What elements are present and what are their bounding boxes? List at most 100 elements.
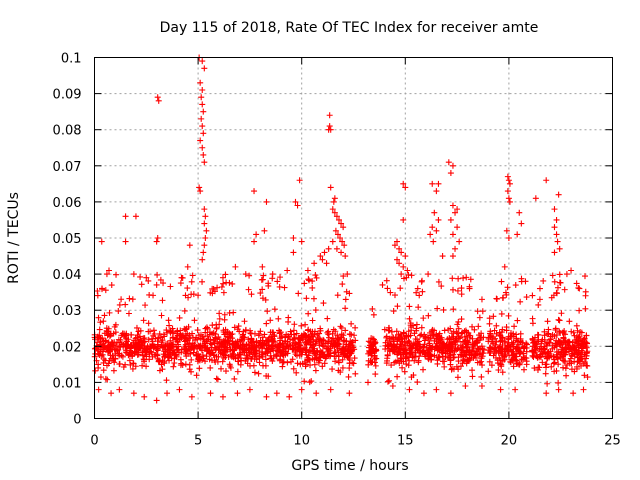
- y-tick-label: 0.04: [53, 268, 82, 283]
- data-point: [220, 347, 227, 354]
- data-point: [408, 327, 415, 334]
- data-point: [539, 359, 546, 366]
- data-point: [153, 238, 160, 245]
- data-point: [555, 191, 562, 198]
- data-point: [156, 367, 163, 374]
- data-point: [120, 364, 127, 371]
- data-point: [164, 340, 171, 347]
- data-point: [209, 349, 216, 356]
- data-point: [454, 374, 461, 381]
- data-point: [458, 316, 465, 323]
- data-point: [277, 329, 284, 336]
- data-point: [541, 336, 548, 343]
- data-point: [537, 351, 544, 358]
- data-point: [163, 377, 170, 384]
- data-point: [519, 339, 526, 346]
- data-point: [221, 316, 228, 323]
- data-point: [523, 341, 530, 348]
- data-point: [267, 317, 274, 324]
- data-point: [568, 328, 575, 335]
- data-point: [448, 343, 455, 350]
- data-point: [247, 327, 254, 334]
- data-point: [462, 383, 469, 390]
- data-point: [303, 340, 310, 347]
- data-point: [449, 347, 456, 354]
- data-point: [486, 315, 493, 322]
- data-point: [345, 355, 352, 362]
- data-point: [553, 231, 560, 238]
- data-point: [188, 356, 195, 363]
- data-point: [449, 231, 456, 238]
- data-point: [274, 348, 281, 355]
- data-point: [186, 366, 193, 373]
- data-point: [346, 331, 353, 338]
- data-point: [411, 357, 418, 364]
- data-point: [204, 348, 211, 355]
- data-point: [199, 346, 206, 353]
- data-point: [140, 339, 147, 346]
- data-point: [141, 345, 148, 352]
- data-point: [261, 227, 268, 234]
- data-point: [263, 320, 270, 327]
- data-point: [222, 329, 229, 336]
- data-point: [110, 330, 117, 337]
- data-point: [95, 386, 102, 393]
- data-point: [143, 274, 150, 281]
- data-point: [351, 355, 358, 362]
- data-point: [99, 344, 106, 351]
- data-point: [505, 235, 512, 241]
- data-point: [180, 346, 187, 353]
- data-point: [325, 331, 332, 338]
- data-point: [488, 362, 495, 369]
- data-point: [108, 282, 115, 289]
- data-point: [292, 198, 299, 205]
- data-point: [568, 360, 575, 367]
- data-point: [130, 390, 137, 397]
- data-point: [327, 386, 334, 393]
- data-point: [97, 335, 104, 342]
- data-point: [155, 97, 162, 104]
- data-point: [166, 322, 173, 329]
- data-point: [216, 310, 223, 317]
- data-point: [456, 346, 463, 353]
- data-point: [495, 367, 502, 374]
- data-point: [446, 335, 453, 342]
- data-point: [130, 271, 137, 278]
- data-point: [491, 327, 498, 334]
- data-point: [420, 390, 427, 397]
- data-point: [427, 335, 434, 342]
- data-point: [421, 337, 428, 344]
- data-point: [291, 321, 298, 328]
- data-point: [512, 386, 519, 393]
- data-point: [410, 372, 417, 379]
- data-point: [329, 206, 336, 213]
- data-point: [222, 348, 229, 355]
- data-point: [265, 280, 272, 287]
- data-point: [504, 188, 511, 195]
- data-point: [406, 315, 413, 322]
- data-point: [505, 336, 512, 343]
- data-point: [454, 224, 461, 231]
- data-point: [541, 343, 548, 350]
- data-point: [202, 213, 209, 220]
- data-point: [136, 333, 143, 340]
- data-point: [400, 216, 407, 223]
- data-point: [469, 367, 476, 374]
- data-point: [184, 285, 191, 292]
- data-point: [296, 335, 303, 342]
- data-point: [137, 327, 144, 334]
- data-point: [297, 342, 304, 349]
- data-point: [186, 242, 193, 249]
- data-point: [229, 335, 236, 342]
- data-point: [155, 335, 162, 342]
- data-point: [180, 332, 187, 339]
- data-point: [102, 375, 109, 382]
- data-point: [304, 267, 311, 274]
- data-point: [146, 350, 153, 357]
- data-point: [196, 184, 203, 191]
- data-point: [387, 341, 394, 348]
- data-point: [190, 334, 197, 341]
- data-point: [309, 284, 316, 291]
- data-point: [494, 295, 501, 302]
- data-point: [400, 180, 407, 187]
